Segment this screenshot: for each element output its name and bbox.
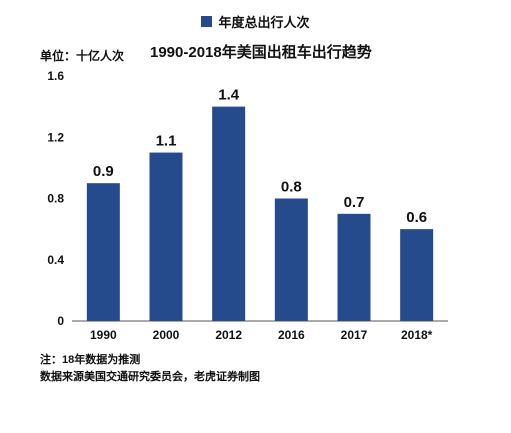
legend-swatch	[201, 16, 213, 27]
chart-title: 1990-2018年美国出租车出行趋势	[150, 44, 372, 61]
y-tick-label: 0.4	[47, 253, 64, 267]
bar	[337, 213, 371, 321]
bar	[212, 106, 246, 321]
note-source: 数据来源美国交通研究委员会，老虎证券制图	[40, 371, 260, 383]
y-tick-label: 0	[57, 314, 64, 328]
y-tick-label: 0.8	[47, 192, 64, 206]
chart-notes: 注：18年数据为推测 数据来源美国交通研究委员会，老虎证券制图	[40, 352, 260, 386]
data-label: 0.8	[281, 179, 302, 196]
data-label: 0.9	[93, 163, 114, 180]
x-tick-label: 2012	[215, 328, 242, 342]
y-tick-label: 1.6	[47, 69, 64, 83]
chart-legend: 年度总出行人次	[0, 12, 511, 31]
x-tick-label: 1990	[90, 328, 117, 342]
unit-label: 单位：十亿人次	[40, 49, 125, 63]
bar	[86, 183, 120, 321]
data-label: 0.7	[344, 194, 365, 211]
x-tick-label: 2017	[341, 328, 368, 342]
bar	[274, 198, 308, 321]
bar	[149, 152, 183, 321]
x-tick-label: 2016	[278, 328, 305, 342]
note-estimate: 注：18年数据为推测	[40, 354, 141, 366]
data-label: 1.1	[156, 133, 177, 150]
x-tick-label: 2000	[153, 328, 180, 342]
data-label: 1.4	[218, 87, 240, 104]
data-label: 0.6	[406, 209, 427, 226]
bar	[400, 229, 434, 321]
y-tick-label: 1.2	[47, 130, 64, 144]
legend-label: 年度总出行人次	[218, 15, 310, 30]
x-tick-label: 2018*	[401, 328, 433, 342]
